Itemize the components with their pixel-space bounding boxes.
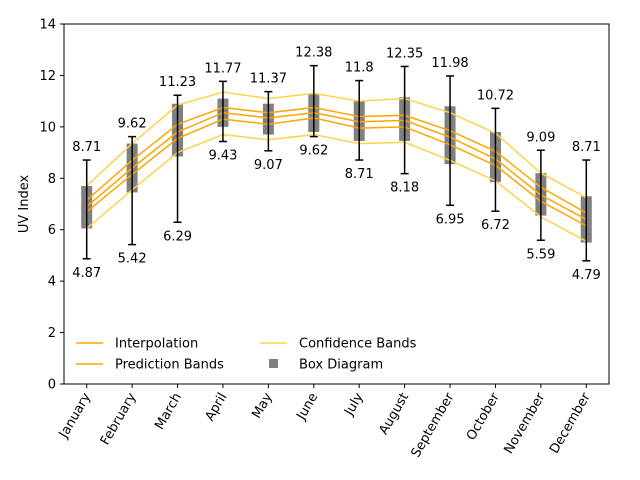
- y-tick-label: 4: [48, 275, 56, 290]
- legend-item-prediction-bands: Prediction Bands: [76, 358, 224, 373]
- whisker-december: [582, 159, 591, 262]
- x-tick-label: August: [376, 391, 412, 438]
- x-tick-label: May: [249, 390, 276, 421]
- whisker-june: [309, 64, 318, 138]
- series-interpolation: [86, 111, 587, 221]
- min-label: 8.71: [345, 167, 374, 182]
- whisker-january: [82, 159, 91, 260]
- legend: Interpolation Prediction Bands Confidence …: [76, 337, 417, 373]
- y-tick-label: 8: [48, 172, 56, 187]
- y-tick-label: 10: [39, 120, 56, 135]
- whisker-october: [491, 107, 500, 212]
- y-tick-label: 0: [48, 378, 56, 393]
- max-label: 11.23: [159, 75, 196, 90]
- min-label: 9.07: [254, 158, 283, 173]
- max-label: 11.98: [431, 56, 468, 71]
- max-label: 9.62: [118, 117, 147, 132]
- series-prediction-lower: [86, 117, 587, 227]
- whisker-february: [128, 135, 137, 246]
- y-tick-label: 2: [48, 326, 56, 341]
- axes-frame: [63, 23, 610, 385]
- min-label: 5.42: [118, 252, 147, 267]
- y-tick-label: 12: [39, 69, 56, 84]
- max-label: 9.09: [526, 130, 555, 145]
- x-tick-label: October: [464, 390, 503, 443]
- max-label: 11.77: [204, 61, 241, 76]
- x-tick-label: July: [341, 390, 366, 419]
- max-label: 8.71: [572, 140, 601, 155]
- legend-label: Confidence Bands: [299, 337, 417, 352]
- whisker-april: [218, 80, 227, 143]
- whisker-july: [355, 79, 364, 161]
- max-label: 10.72: [477, 88, 514, 103]
- x-tick-label: March: [152, 391, 185, 433]
- y-tick-label: 6: [48, 223, 56, 238]
- series-confidence-upper: [86, 91, 587, 199]
- max-label: 12.35: [386, 46, 423, 61]
- series-confidence-lower: [86, 133, 587, 242]
- y-axis-title: UV Index: [17, 175, 32, 234]
- whisker-august: [400, 65, 409, 175]
- legend-item-box-diagram: Box Diagram: [269, 358, 383, 373]
- plot-area: 8.71 4.87 9.62 5.42 11.23 6.29 11.77 9.43 11.37 9…: [72, 46, 601, 283]
- x-tick-label: November: [502, 390, 549, 457]
- x-tick-label: September: [409, 390, 458, 460]
- whisker-march: [173, 94, 182, 224]
- min-label: 6.95: [436, 212, 465, 227]
- min-label: 5.59: [526, 247, 555, 262]
- legend-item-interpolation: Interpolation: [76, 337, 198, 352]
- x-tick-label: February: [98, 390, 140, 448]
- x-tick-label: June: [294, 391, 322, 424]
- whisker-november: [536, 149, 545, 242]
- min-label: 6.72: [481, 218, 510, 233]
- whisker-september: [446, 75, 455, 207]
- min-label: 6.29: [163, 229, 192, 244]
- legend-item-confidence-bands: Confidence Bands: [260, 337, 417, 352]
- max-label: 12.38: [295, 46, 332, 61]
- min-label: 9.62: [299, 144, 328, 159]
- axes: 0 2 4 6 8 10 12 14 January February March April May J…: [39, 18, 610, 460]
- legend-label: Prediction Bands: [115, 358, 224, 373]
- max-label: 8.71: [72, 140, 101, 155]
- legend-label: Box Diagram: [299, 358, 383, 373]
- series-prediction-upper: [86, 106, 587, 214]
- max-label: 11.37: [250, 72, 287, 87]
- min-label: 9.43: [208, 149, 237, 164]
- x-tick-label: January: [56, 390, 94, 441]
- min-label: 4.79: [572, 268, 601, 283]
- whisker-may: [264, 90, 273, 152]
- x-tick-label: December: [547, 390, 594, 456]
- y-tick-label: 14: [39, 18, 56, 33]
- x-tick-label: April: [203, 391, 231, 424]
- min-label: 4.87: [72, 266, 101, 281]
- min-label: 8.18: [390, 181, 419, 196]
- legend-label: Interpolation: [115, 337, 198, 352]
- max-label: 11.8: [345, 61, 374, 76]
- legend-swatch-square: [269, 359, 278, 368]
